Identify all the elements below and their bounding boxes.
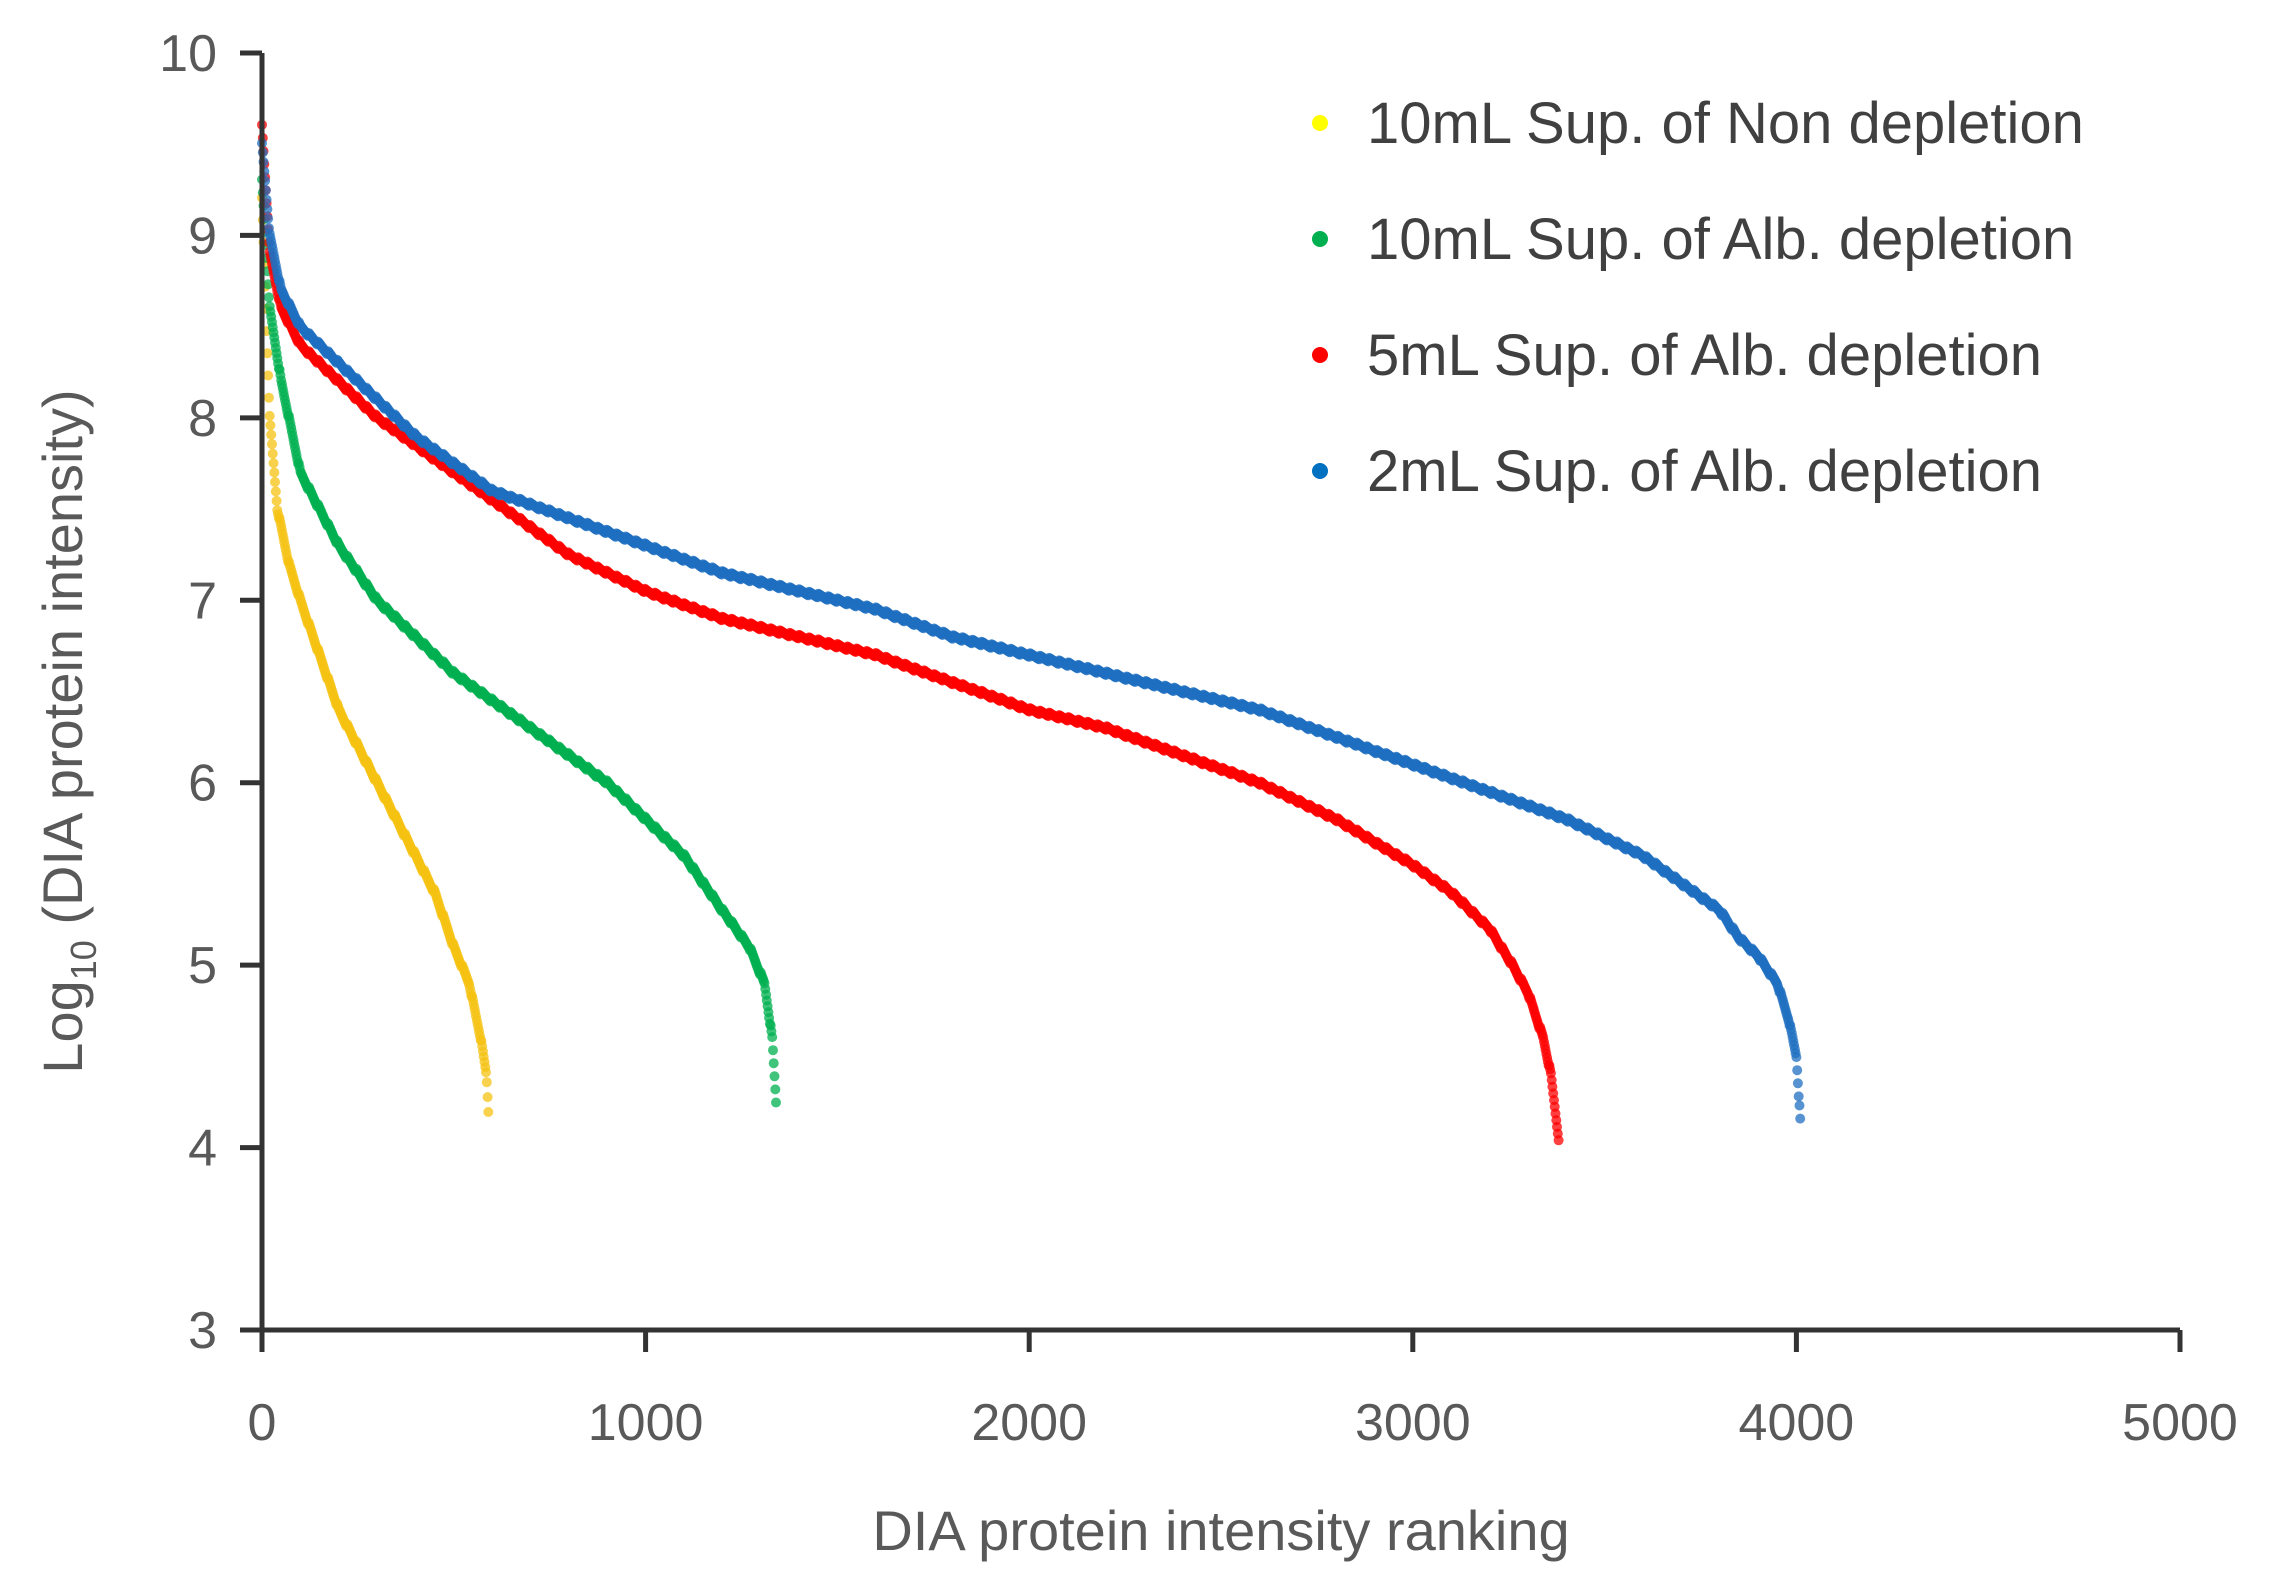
legend-marker: [1312, 115, 1328, 131]
data-point: [768, 1045, 778, 1056]
legend-marker: [1312, 347, 1328, 363]
y-tick-label: 7: [188, 572, 217, 630]
y-tick-label: 9: [188, 207, 217, 265]
legend-item: 2mL Sup. of Alb. depletion: [1312, 439, 2042, 504]
legend-marker: [1312, 463, 1328, 479]
data-point: [771, 1097, 781, 1108]
x-axis-title: DIA protein intensity ranking: [872, 1499, 1569, 1562]
data-point: [263, 292, 274, 303]
data-point: [1792, 1065, 1803, 1076]
x-tick-label: 2000: [971, 1394, 1087, 1452]
x-tick-label: 3000: [1355, 1394, 1471, 1452]
legend-label: 5mL Sup. of Alb. depletion: [1367, 323, 2042, 388]
legend: 10mL Sup. of Non depletion 10mL Sup. of …: [1312, 91, 2084, 504]
data-point: [482, 1092, 493, 1103]
data-point: [767, 1032, 778, 1043]
data-point: [270, 477, 280, 487]
legend-label: 10mL Sup. of Alb. depletion: [1367, 207, 2074, 272]
data-point: [770, 1084, 781, 1095]
data-point: [268, 458, 279, 469]
data-point: [263, 213, 274, 224]
legend-item: 10mL Sup. of Non depletion: [1312, 91, 2084, 156]
y-tick-label: 8: [188, 390, 217, 448]
data-point: [1794, 1100, 1805, 1111]
y-axis-title: Log10 (DIA protein intensity): [31, 389, 104, 1073]
data-point: [263, 392, 274, 403]
data-point: [264, 410, 275, 421]
data-point: [769, 1071, 780, 1082]
data-point: [267, 448, 278, 459]
legend-marker: [1312, 231, 1328, 247]
data-point: [265, 420, 276, 431]
data-point: [483, 1107, 494, 1117]
data-point: [1791, 1052, 1802, 1063]
legend-label: 10mL Sup. of Non depletion: [1367, 91, 2084, 156]
legend-label: 2mL Sup. of Alb. depletion: [1367, 439, 2042, 504]
data-point: [768, 1058, 779, 1069]
data-point: [262, 204, 273, 215]
y-tick-label: 5: [188, 937, 217, 995]
data-point: [1793, 1091, 1804, 1102]
y-tick-label: 6: [188, 755, 217, 813]
legend-item: 5mL Sup. of Alb. depletion: [1312, 323, 2042, 388]
x-tick-label: 4000: [1739, 1394, 1855, 1452]
data-point: [1553, 1135, 1564, 1146]
y-axis-title-subscript: 10: [63, 940, 104, 980]
data-point: [269, 467, 280, 478]
legend-item: 10mL Sup. of Alb. depletion: [1312, 207, 2074, 272]
data-points-layer: [257, 119, 1806, 1146]
y-axis-title-prefix: Log: [31, 980, 94, 1073]
y-tick-label: 10: [159, 25, 217, 83]
data-point: [263, 370, 274, 381]
series-1-points: [257, 174, 781, 1108]
data-point: [267, 439, 277, 450]
series-3-points: [257, 138, 1806, 1124]
x-tick-label: 1000: [588, 1394, 704, 1452]
series-0-points: [257, 192, 494, 1117]
data-point: [270, 486, 281, 497]
y-axis-title-suffix: (DIA protein intensity): [31, 389, 94, 940]
series-2-points: [257, 119, 1564, 1146]
data-point: [1792, 1078, 1803, 1089]
data-point: [481, 1077, 492, 1088]
x-tick-label: 0: [248, 1394, 277, 1452]
data-point: [1795, 1113, 1806, 1124]
data-point: [266, 429, 277, 440]
data-point: [481, 1067, 491, 1078]
y-tick-label: 4: [188, 1120, 217, 1178]
x-tick-label: 5000: [2122, 1394, 2238, 1452]
data-point: [271, 495, 282, 506]
y-tick-label: 3: [188, 1302, 217, 1360]
data-point: [262, 348, 273, 359]
